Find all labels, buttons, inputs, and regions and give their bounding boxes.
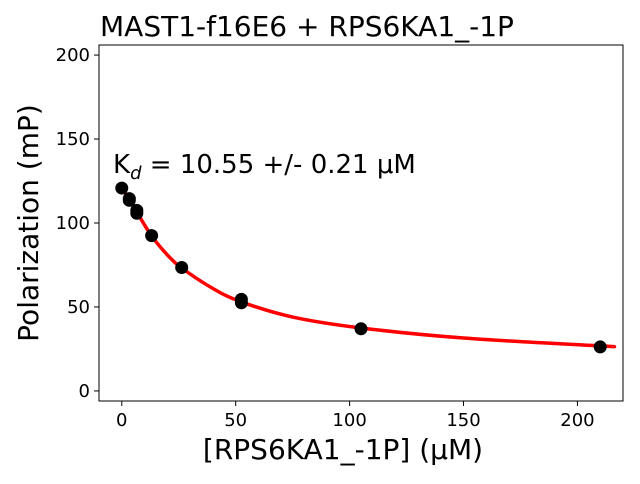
data-point [354,322,368,336]
x-tick-label: 0 [116,410,127,431]
y-tick-label: 100 [56,213,90,234]
y-tick-label: 50 [67,297,90,318]
y-tick-label: 200 [56,45,90,66]
y-tick-label: 0 [79,381,90,402]
kd-subscript: d [130,163,142,184]
data-point [145,229,159,243]
x-axis-label: [RPS6KA1_-1P] (μM) [203,433,483,466]
chart-title: MAST1-f16E6 + RPS6KA1_-1P [100,10,514,43]
data-point [593,340,607,354]
y-tick-label: 150 [56,129,90,150]
fit-curve [120,186,617,349]
data-point [234,296,248,310]
kd-annotation: Kd = 10.55 +/- 0.21 μM [113,150,416,184]
x-tick-label: 150 [446,410,480,431]
kd-k: K [113,150,131,180]
y-axis-label: Polarization (mP) [12,104,45,342]
x-tick-label: 50 [224,410,247,431]
data-point [175,261,189,274]
data-point [122,193,136,207]
x-tick-label: 100 [332,410,366,431]
axes-frame [98,44,624,402]
x-tick-label: 200 [560,410,594,431]
plot-area: 0 50 100 150 200 0 50 100 150 200 [56,44,624,431]
kd-value: = 10.55 +/- 0.21 μM [142,150,416,180]
data-point [115,181,129,195]
data-point [130,206,144,220]
